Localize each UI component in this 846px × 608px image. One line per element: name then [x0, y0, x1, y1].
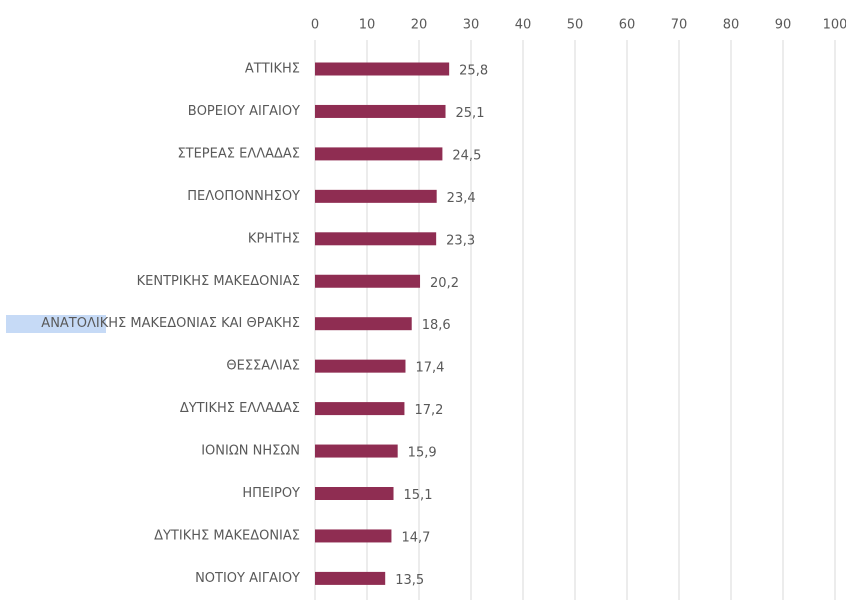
bar [315, 62, 450, 76]
data-label: 15,1 [404, 488, 433, 503]
x-tick-label: 10 [359, 18, 376, 33]
y-tick-label: ΑΤΤΙΚΗΣ [245, 62, 300, 77]
bar [315, 487, 394, 500]
data-label: 23,4 [447, 191, 476, 206]
data-label: 24,5 [452, 148, 481, 163]
y-tick-label: ΣΤΕΡΕΑΣ ΕΛΛΑΔΑΣ [177, 146, 300, 161]
y-tick-label: ΔΥΤΙΚΗΣ ΕΛΛΑΔΑΣ [180, 401, 300, 416]
data-label: 25,1 [456, 106, 485, 121]
x-tick-label: 60 [619, 18, 636, 33]
data-label: 25,8 [459, 64, 488, 79]
y-tick-label: ΒΟΡΕΙΟΥ ΑΙΓΑΙΟΥ [188, 104, 300, 119]
text-selection-highlight [6, 315, 106, 333]
bar [315, 529, 392, 543]
bar [315, 402, 405, 416]
y-tick-label: ΗΠΕΙΡΟΥ [242, 486, 300, 501]
x-tick-label: 50 [567, 18, 584, 33]
bar [315, 147, 443, 161]
y-tick-label: ΚΡΗΤΗΣ [248, 231, 300, 246]
bar [315, 189, 437, 203]
data-label: 20,2 [430, 276, 459, 291]
data-label: 17,2 [414, 403, 443, 418]
x-tick-label: 70 [671, 18, 688, 33]
bar [315, 444, 398, 458]
y-tick-label: ΠΕΛΟΠΟΝΝΗΣΟΥ [187, 189, 300, 204]
x-tick-label: 100 [823, 18, 846, 33]
bar [315, 317, 412, 331]
y-tick-label: ΔΥΤΙΚΗΣ ΜΑΚΕΔΟΝΙΑΣ [154, 528, 300, 543]
y-tick-label: ΚΕΝΤΡΙΚΗΣ ΜΑΚΕΔΟΝΙΑΣ [137, 274, 300, 289]
data-label: 17,4 [415, 361, 444, 376]
x-tick-label: 40 [515, 18, 532, 33]
y-tick-label: ΑΝΑΤΟΛΙΚΗΣ ΜΑΚΕΔΟΝΙΑΣ ΚΑΙ ΘΡΑΚΗΣ [41, 316, 300, 331]
y-tick-label: ΘΕΣΣΑΛΙΑΣ [226, 359, 300, 374]
bar [315, 232, 437, 246]
bar [315, 359, 406, 373]
data-label: 13,5 [395, 573, 424, 588]
x-tick-label: 30 [463, 18, 480, 33]
x-tick-label: 0 [311, 18, 319, 33]
bar [315, 274, 421, 288]
x-tick-label: 80 [723, 18, 740, 33]
x-tick-label: 20 [411, 18, 428, 33]
x-tick-label: 90 [775, 18, 792, 33]
bar [315, 571, 386, 585]
data-label: 23,3 [446, 233, 475, 248]
y-tick-label: ΝΟΤΙΟΥ ΑΙΓΑΙΟΥ [195, 571, 300, 586]
data-label: 14,7 [401, 530, 430, 545]
data-label: 15,9 [408, 446, 437, 461]
bar [315, 104, 446, 118]
y-tick-label: ΙΟΝΙΩΝ ΝΗΣΩΝ [201, 444, 300, 459]
data-label: 18,6 [422, 318, 451, 333]
